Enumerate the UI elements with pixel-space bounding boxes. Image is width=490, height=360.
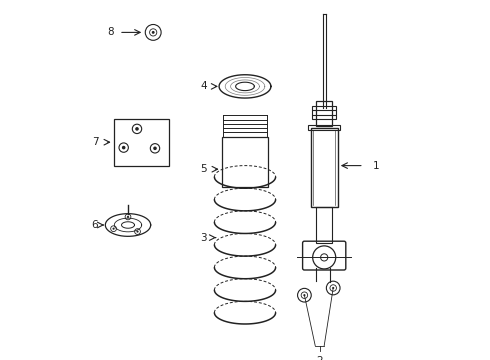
Circle shape	[152, 31, 155, 34]
Bar	[114, 119, 170, 166]
Bar	[308, 125, 341, 130]
Text: 7: 7	[93, 137, 99, 147]
Bar	[316, 101, 332, 126]
Circle shape	[136, 230, 139, 233]
Text: 3: 3	[200, 233, 207, 243]
Circle shape	[153, 147, 157, 150]
Bar	[316, 207, 332, 243]
Circle shape	[122, 146, 125, 149]
Text: 6: 6	[91, 220, 98, 230]
Text: 2: 2	[317, 356, 323, 360]
Circle shape	[135, 127, 139, 131]
Bar	[311, 128, 338, 207]
Circle shape	[127, 216, 129, 218]
Text: 4: 4	[200, 81, 207, 91]
Circle shape	[332, 287, 334, 289]
Circle shape	[303, 294, 305, 296]
Circle shape	[113, 228, 115, 230]
Text: 8: 8	[107, 27, 114, 37]
Text: 1: 1	[373, 161, 379, 171]
Bar	[312, 106, 336, 119]
Bar	[221, 137, 269, 187]
Text: 5: 5	[200, 164, 207, 174]
